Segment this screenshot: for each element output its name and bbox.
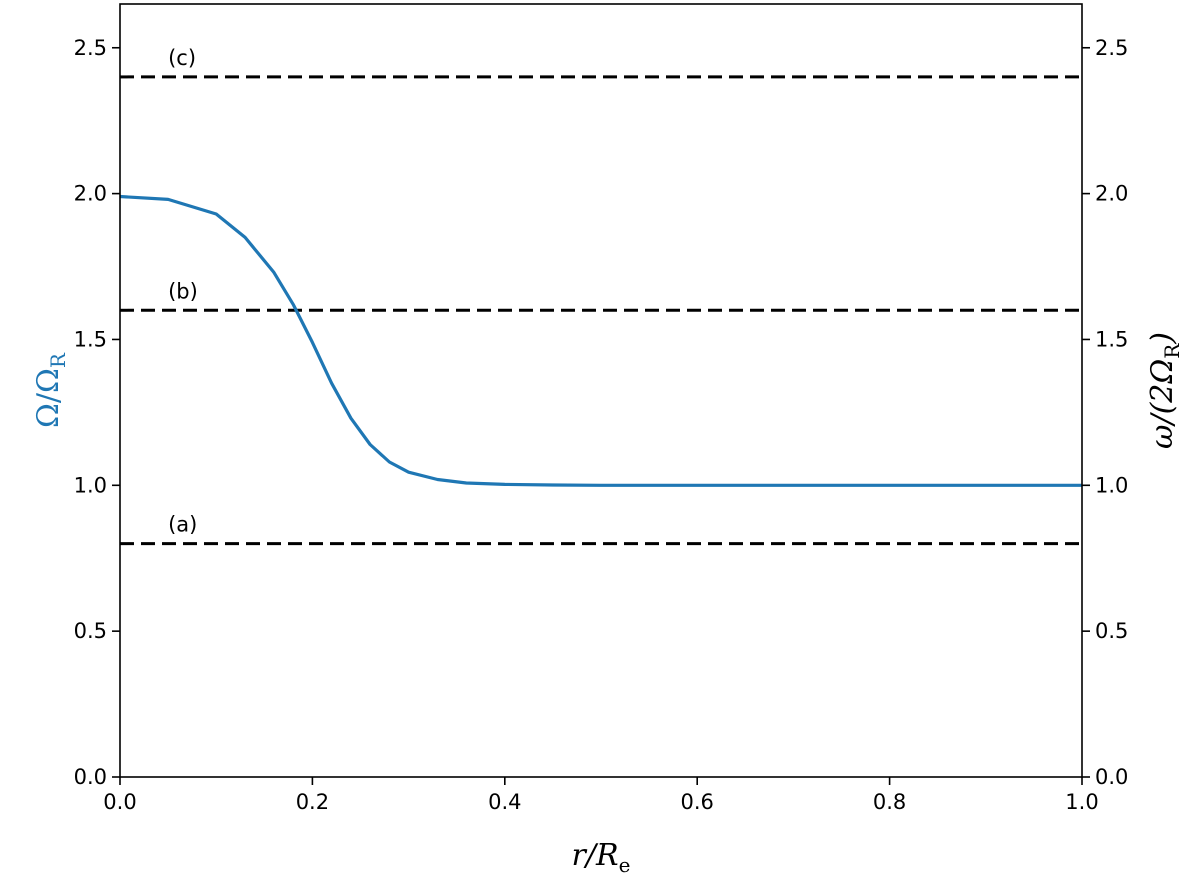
y-left-tick-label: 1.5 <box>74 327 107 351</box>
y-left-tick-label: 1.0 <box>74 473 107 497</box>
reference-line-label-2: (b) <box>168 279 198 303</box>
x-tick-label: 0.6 <box>680 790 713 814</box>
x-tick-label: 0.8 <box>873 790 906 814</box>
y-right-tick-label: 0.0 <box>1095 765 1128 789</box>
y-axis-right-title-sub: R <box>1160 343 1184 359</box>
y-axis-left-title-main: Ω/Ω <box>31 368 66 428</box>
y-axis-left-title: Ω/ΩR <box>31 352 70 428</box>
y-right-tick-label: 2.5 <box>1095 36 1128 60</box>
y-right-tick-label: 1.0 <box>1095 473 1128 497</box>
series-line-1 <box>119 194 1082 487</box>
reference-line-label-3: (c) <box>168 46 196 70</box>
plot-layer: (a) (b) (c) <box>119 46 1082 546</box>
x-tick-label: 0.4 <box>488 790 521 814</box>
y-axis-right-title-prefix: ω/(2Ω <box>1145 359 1180 449</box>
x-tick-label: 1.0 <box>1065 790 1098 814</box>
x-axis-title-sub: e <box>619 853 631 877</box>
x-tick-label: 0.0 <box>103 790 136 814</box>
x-axis-title: r/Re <box>572 838 631 877</box>
y-left-tick-label: 2.0 <box>74 182 107 206</box>
y-axis-right-title-suffix: ) <box>1145 332 1180 345</box>
plot-frame <box>119 3 1083 778</box>
x-axis-title-main: r/R <box>572 838 619 873</box>
y-axis-right-title: ω/(2ΩR) <box>1145 332 1184 449</box>
tick-layer: 0.0 0.2 0.4 0.6 0.8 1.00.0 0.00.5 0.51.0 1.01.5 1… <box>74 36 1129 814</box>
y-right-tick-label: 0.5 <box>1095 619 1128 643</box>
y-right-tick-label: 2.0 <box>1095 182 1128 206</box>
y-right-tick-label: 1.5 <box>1095 327 1128 351</box>
reference-line-label-1: (a) <box>168 513 197 537</box>
y-left-tick-label: 0.5 <box>74 619 107 643</box>
x-tick-label: 0.2 <box>296 790 329 814</box>
y-axis-left-title-sub: R <box>46 352 70 368</box>
y-left-tick-label: 2.5 <box>74 36 107 60</box>
y-left-tick-label: 0.0 <box>74 765 107 789</box>
